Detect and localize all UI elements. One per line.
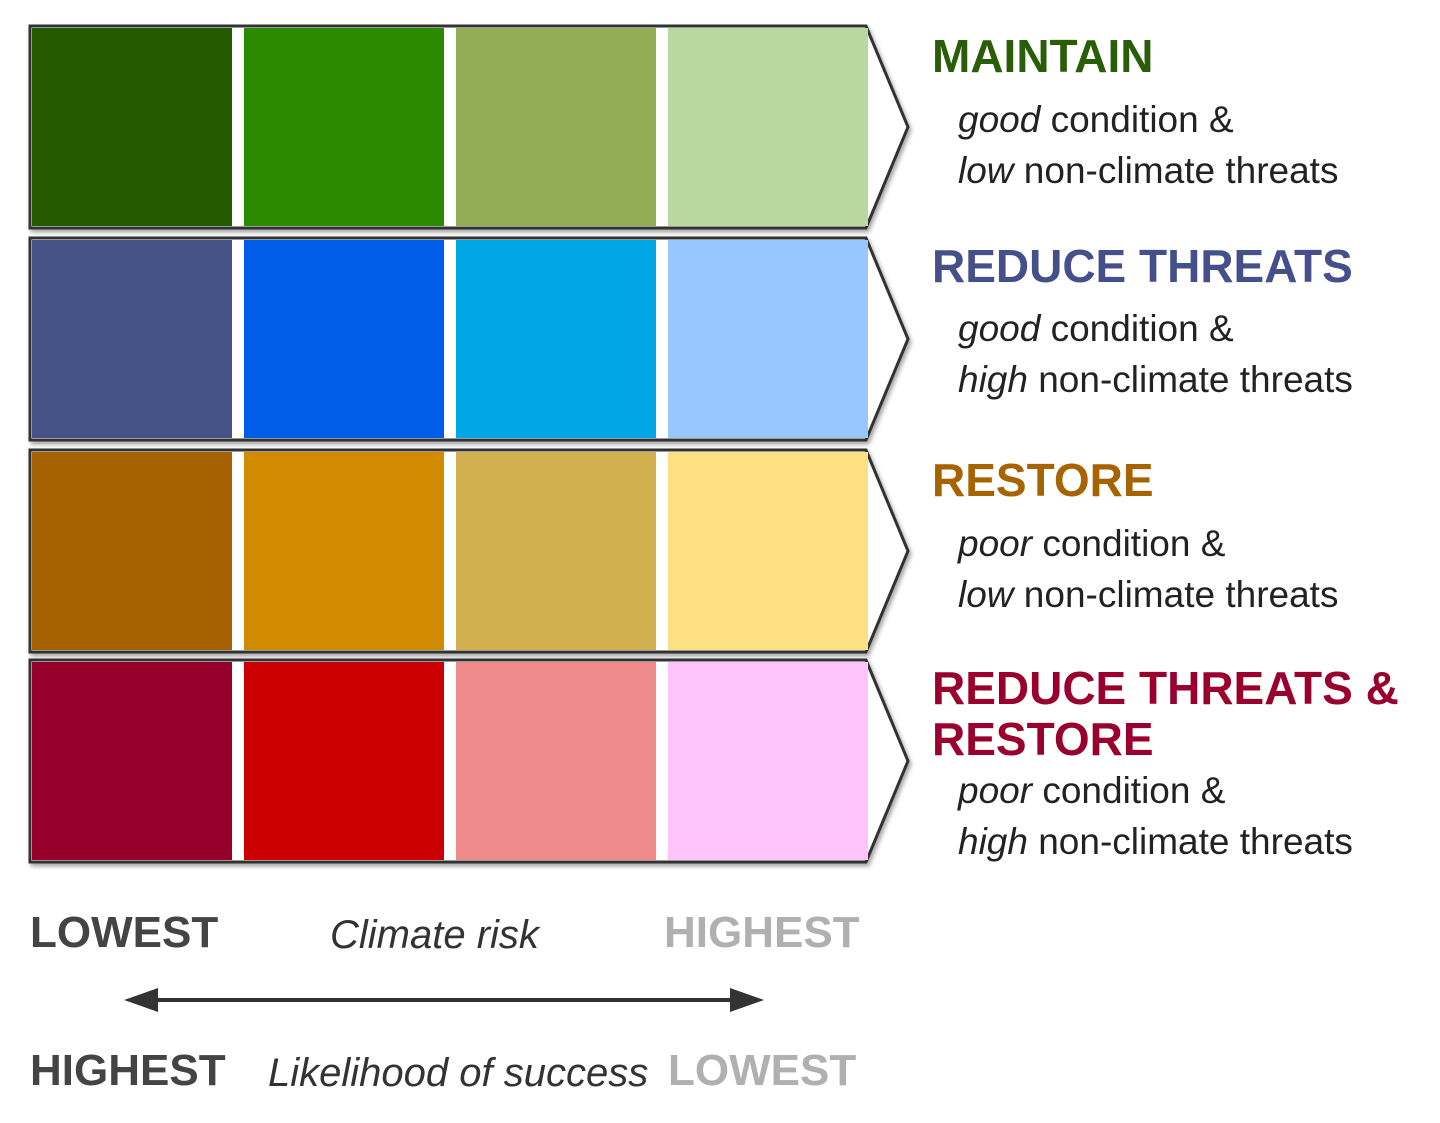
threat-word: high [958,821,1028,862]
condition-word: good [958,308,1041,349]
row-condition: good condition & [958,303,1234,355]
color-swatch [32,662,232,860]
color-swatch [244,452,444,650]
color-swatch [668,28,868,226]
row-threats: low non-climate threats [958,569,1338,621]
condition-text: condition & [1032,770,1226,811]
row-condition: poor condition & [958,518,1225,570]
color-swatch [32,28,232,226]
threat-word: low [958,150,1014,191]
condition-text: condition & [1040,308,1234,349]
row-title-line2: RESTORE [932,713,1154,765]
success-highest-label: HIGHEST [30,1046,226,1095]
success-lowest-label: LOWEST [668,1046,857,1095]
threat-text: non-climate threats [1027,821,1353,862]
double-arrow-icon [124,988,764,1012]
color-swatch [456,452,656,650]
condition-text: condition & [1032,523,1226,564]
threat-word: low [958,574,1014,615]
threat-word: high [958,359,1028,400]
row-threats: high non-climate threats [958,354,1353,406]
row-condition: good condition & [958,94,1234,146]
row-title: MAINTAIN [932,30,1154,82]
climate-risk-label: Climate risk [330,913,539,957]
color-swatch [668,240,868,438]
color-swatch [244,28,444,226]
condition-text: condition & [1040,99,1234,140]
color-swatch [456,240,656,438]
color-swatch [668,662,868,860]
color-swatch [32,240,232,438]
chevron-row [28,658,910,864]
chevron-row [28,448,910,654]
climate-risk-highest-label: HIGHEST [664,908,860,957]
color-swatch [456,28,656,226]
row-title-line1: REDUCE THREATS & [932,662,1399,714]
chevron-row [28,24,910,230]
row-title: REDUCE THREATS [932,240,1353,292]
condition-word: poor [958,770,1033,811]
condition-word: good [958,99,1041,140]
threat-text: non-climate threats [1027,359,1353,400]
likelihood-of-success-label: Likelihood of success [268,1051,649,1095]
color-swatch [32,452,232,650]
row-condition: poor condition & [958,765,1225,817]
color-swatch [456,662,656,860]
climate-risk-lowest-label: LOWEST [30,908,219,957]
threat-text: non-climate threats [1013,574,1339,615]
threat-text: non-climate threats [1013,150,1339,191]
row-threats: high non-climate threats [958,816,1353,868]
chevron-row [28,236,910,442]
condition-word: poor [958,523,1033,564]
color-swatch [668,452,868,650]
row-threats: low non-climate threats [958,145,1338,197]
row-title: RESTORE [932,454,1154,506]
color-swatch [244,662,444,860]
color-swatch [244,240,444,438]
